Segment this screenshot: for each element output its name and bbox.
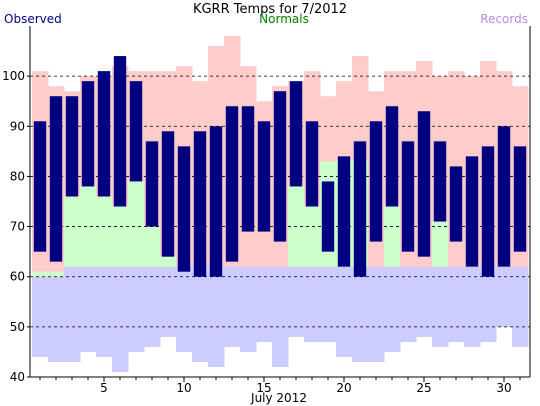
observed-bar [129,81,143,182]
observed-bar [481,146,495,277]
observed-bar [273,91,287,242]
observed-bar [193,131,207,277]
record-low-bar [32,276,49,357]
observed-bar [257,121,271,232]
record-low-bar [240,266,257,352]
x-tick-label: 25 [416,381,431,395]
record-low-bar [400,266,417,342]
observed-bar [417,111,431,257]
record-low-bar [192,266,209,362]
record-low-bar [480,266,497,342]
record-low-bar [336,266,353,357]
record-low-bar [80,266,97,352]
record-low-bar [128,266,145,352]
record-low-bar [464,266,481,347]
normal-range-bar [432,221,449,267]
record-low-bar [496,266,513,327]
y-tick-label: 80 [10,169,25,183]
normal-range-bar [128,181,145,267]
normal-range-bar [48,271,65,277]
observed-bar [241,106,255,232]
y-tick-label: 60 [10,270,25,284]
plot-area: 40 50 60 70 80 90 100 5 10 15 20 25 30 [2,26,531,395]
record-low-bar [288,266,305,337]
observed-bar [353,141,367,277]
y-tick-label: 50 [10,320,25,334]
observed-bar [145,141,159,227]
x-tick-label: 30 [496,381,511,395]
record-low-bar [416,266,433,337]
normal-range-bar [32,271,49,277]
x-tick-label: 15 [256,381,271,395]
observed-bar [209,126,223,277]
observed-bar [449,166,463,242]
observed-bar [225,106,239,262]
y-tick-label: 90 [10,119,25,133]
record-low-bar [112,266,129,372]
x-tick-label: 10 [176,381,191,395]
normal-range-bar [144,226,161,267]
legend-records: Records [480,12,528,26]
observed-bar [113,56,127,207]
record-low-bar [48,276,65,362]
observed-bar [49,96,63,262]
chart-title: KGRR Temps for 7/2012 [193,2,347,17]
record-low-bar [304,266,321,342]
observed-bar [305,121,319,207]
record-low-bar [352,266,369,362]
observed-bar [289,81,303,187]
observed-bar [513,146,527,252]
observed-bar [161,131,175,257]
observed-bar [321,181,335,252]
record-low-bar [368,266,385,362]
record-low-bar [160,266,177,337]
observed-bar [385,106,399,207]
record-low-bar [256,266,273,342]
observed-bar [433,141,447,222]
observed-bar [337,156,351,267]
legend-normals: Normals [259,12,309,26]
x-tick-label: 20 [336,381,351,395]
x-axis-label: July 2012 [250,391,307,405]
record-low-bar [96,266,113,357]
observed-bar [97,71,111,197]
record-low-bar [448,266,465,342]
record-low-bar [144,266,161,347]
record-low-bar [320,266,337,342]
normal-range-bar [112,206,129,267]
normal-range-bar [80,186,97,267]
record-low-bar [432,266,449,347]
y-tick-label: 40 [10,370,25,384]
record-low-bar [384,266,401,352]
normal-range-bar [160,256,177,267]
record-low-bar [224,266,241,347]
observed-bar [401,141,415,252]
x-tick-label: 5 [100,381,108,395]
observed-bar [81,81,95,187]
observed-bar [465,156,479,267]
record-low-bar [176,266,193,352]
observed-bar [497,126,511,267]
record-low-bar [272,266,289,367]
observed-bar [33,121,47,252]
normal-range-bar [384,206,401,267]
record-low-bar [208,266,225,367]
observed-bar [369,121,383,242]
observed-bar [65,96,79,197]
normal-range-bar [96,196,113,267]
record-low-bar [512,266,529,347]
y-tick-label: 70 [10,220,25,234]
record-low-bar [64,266,81,362]
legend-observed: Observed [4,12,62,26]
normal-range-bar [304,206,321,267]
observed-bar [177,146,191,272]
normal-range-bar [64,196,81,267]
y-tick-label: 100 [2,69,25,83]
